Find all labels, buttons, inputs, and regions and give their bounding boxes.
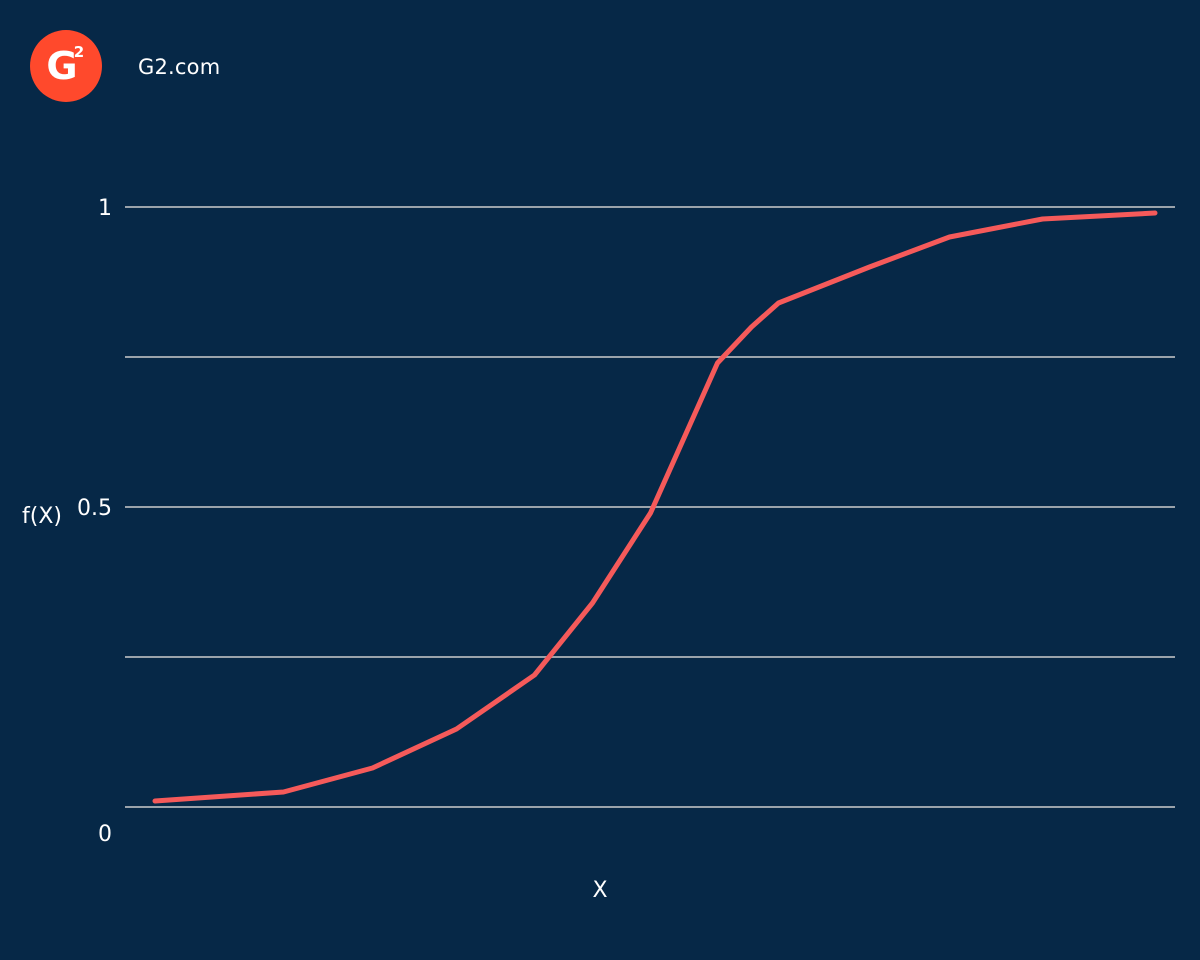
y-tick-labels: 00.51 bbox=[77, 196, 112, 847]
grid-lines bbox=[125, 206, 1175, 808]
brand-site-label: G2.com bbox=[138, 55, 221, 79]
y-tick-label: 1 bbox=[98, 196, 112, 221]
logo-letter: G bbox=[46, 44, 77, 88]
series-layer bbox=[152, 210, 1158, 804]
series-line bbox=[152, 210, 1158, 804]
logo-superscript: 2 bbox=[74, 43, 84, 61]
g2-logo-icon: G 2 bbox=[30, 30, 102, 102]
x-axis-label: X bbox=[592, 878, 607, 903]
logo-circle bbox=[30, 30, 102, 102]
y-tick-label: 0.5 bbox=[77, 496, 112, 521]
y-axis-label: f(X) bbox=[22, 504, 62, 529]
y-tick-label: 0 bbox=[98, 822, 112, 847]
